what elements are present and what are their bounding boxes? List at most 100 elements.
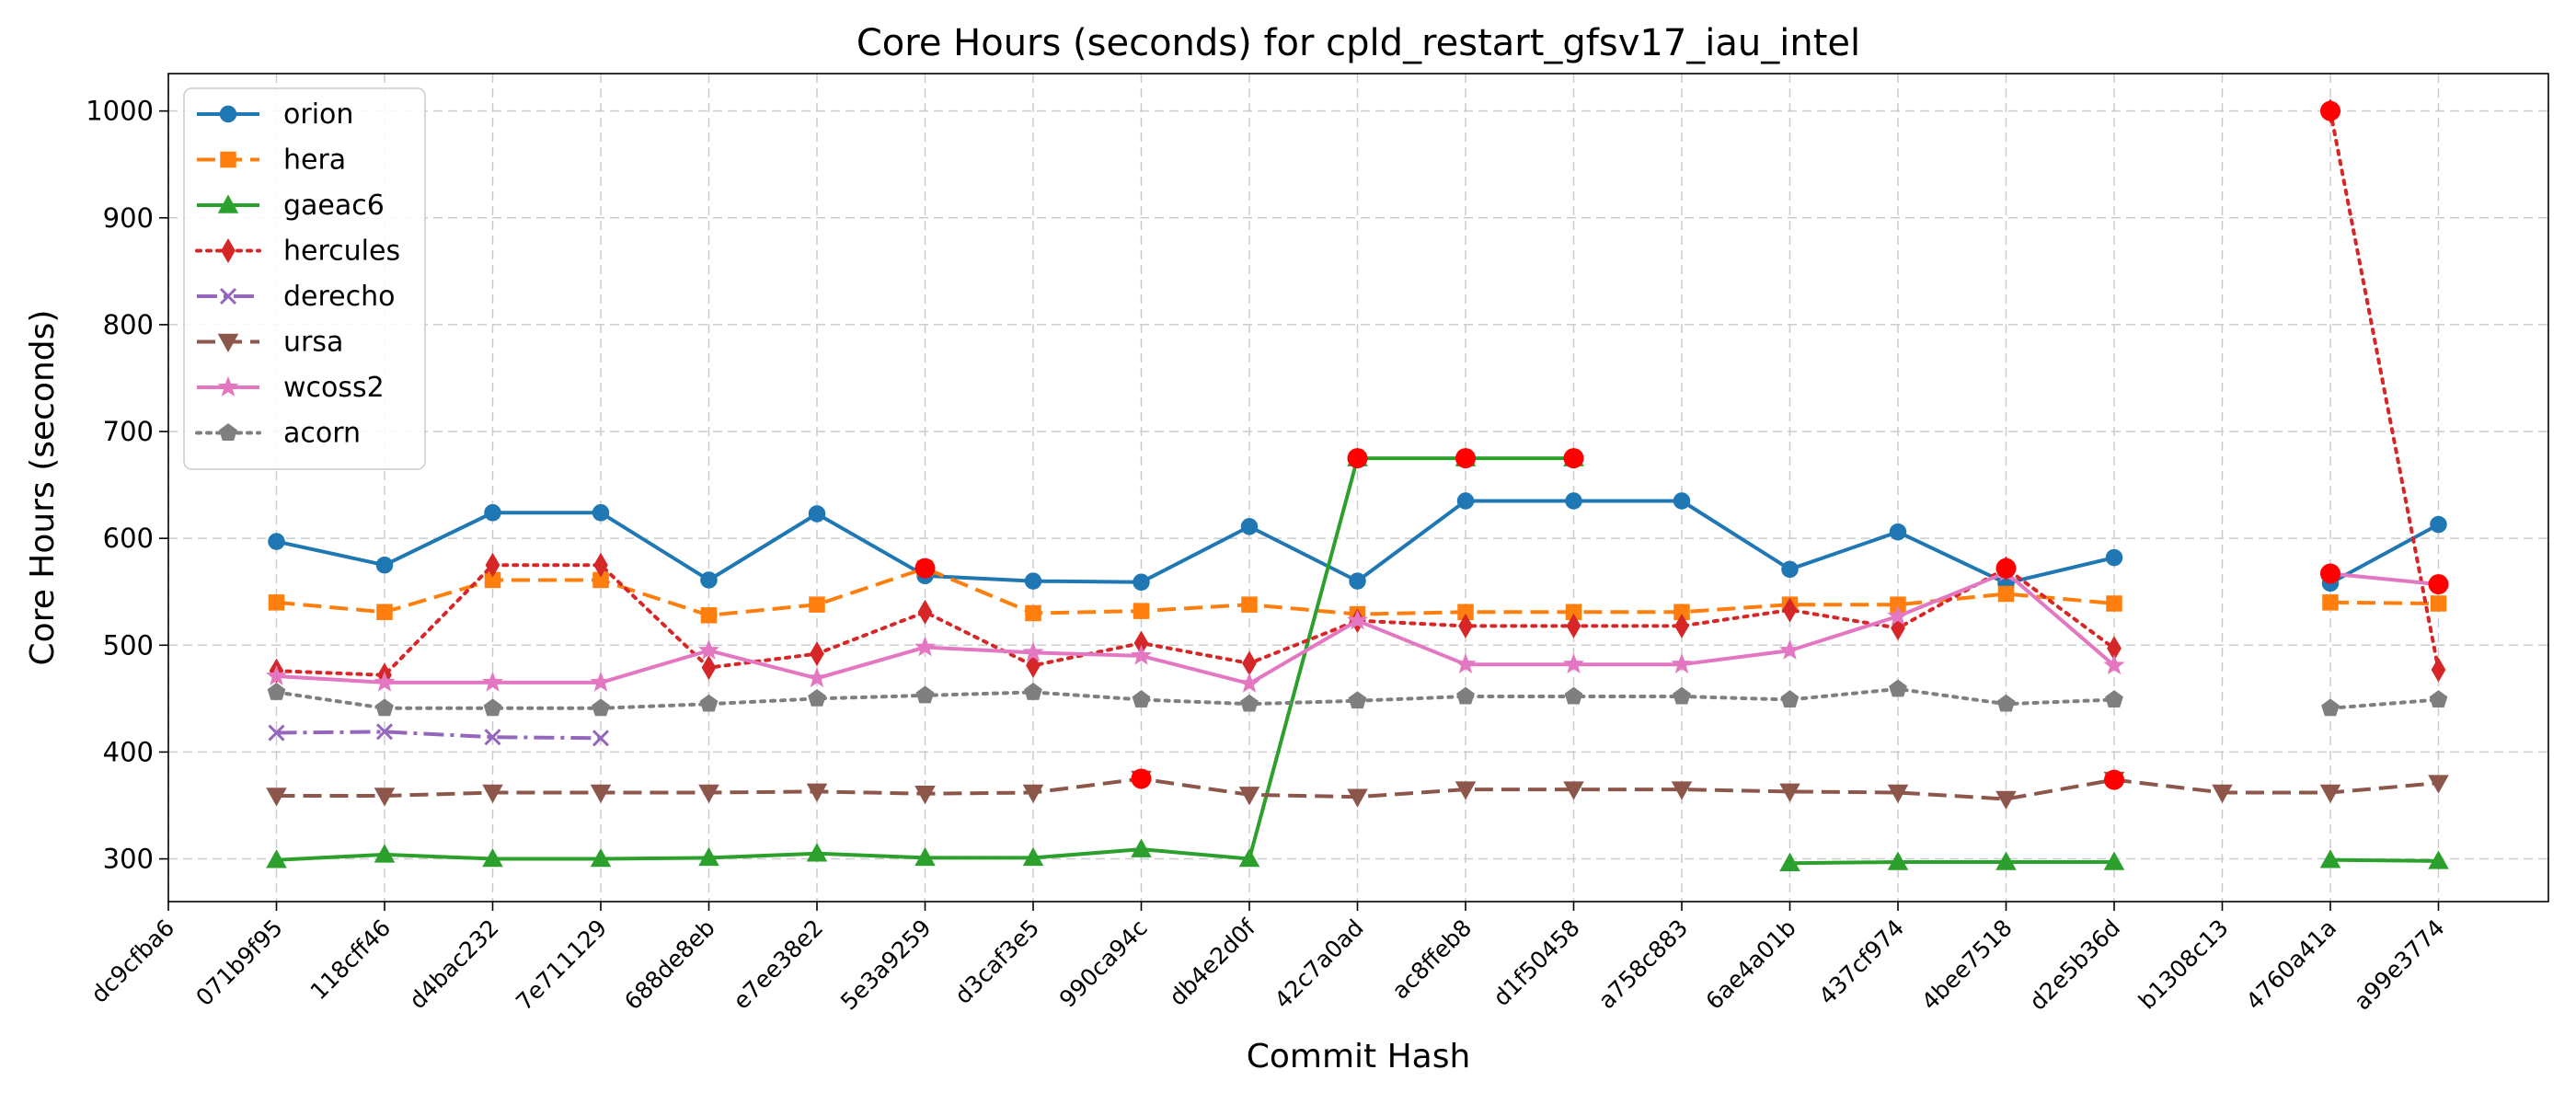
data-point-gaeac6: [1238, 848, 1260, 868]
plot-frame: [167, 73, 2549, 903]
legend-item-hercules: hercules: [195, 236, 400, 268]
data-point-acorn: [699, 694, 719, 712]
data-point-ursa: [1022, 784, 1044, 804]
data-point-acorn: [2105, 690, 2123, 707]
data-point-ursa: [2319, 784, 2341, 804]
data-point-orion: [1889, 523, 1907, 541]
data-point-gaeac6: [266, 849, 287, 868]
data-point-hercules: [1782, 597, 1798, 623]
data-point-orion: [592, 504, 610, 522]
legend-item-derecho: derecho: [197, 281, 396, 313]
series-hera: [268, 559, 2447, 624]
data-point-acorn: [1673, 686, 1691, 705]
data-point-orion: [1456, 492, 1475, 510]
data-point-wcoss2: [590, 671, 612, 692]
legend-marker: [217, 333, 239, 353]
data-point-wcoss2: [2103, 654, 2125, 675]
data-point-ursa: [2212, 784, 2233, 804]
data-point-ursa: [1455, 781, 1477, 800]
data-point-wcoss2: [1346, 609, 1369, 630]
data-point-gaeac6: [1995, 851, 2017, 870]
data-point-hercules: [1458, 613, 1473, 638]
legend-marker: [219, 287, 237, 305]
series-line-gaeac6: [2329, 857, 2439, 863]
data-point-acorn: [1132, 690, 1151, 707]
highlight-layer: [914, 100, 2449, 790]
data-point-acorn: [1348, 691, 1367, 709]
legend-label: acorn: [283, 418, 361, 450]
data-point-ursa: [266, 788, 287, 807]
data-point-wcoss2: [481, 671, 504, 692]
legend-item-ursa: ursa: [197, 327, 343, 359]
data-point-ursa: [374, 788, 396, 807]
series-line-derecho: [276, 730, 602, 741]
data-point-derecho: [592, 730, 610, 747]
data-point-orion: [808, 505, 826, 523]
legend-label: hera: [283, 144, 346, 177]
data-point-hera: [268, 594, 285, 611]
legend-item-gaeac6: gaeac6: [197, 190, 385, 222]
y-tick-label: 1000: [86, 96, 154, 127]
data-point-acorn: [2429, 690, 2448, 707]
series-layer: [265, 98, 2450, 871]
data-point-hercules: [701, 655, 717, 681]
data-point-derecho: [484, 729, 501, 746]
data-point-orion: [1240, 518, 1259, 535]
data-point-ursa: [2428, 775, 2449, 794]
data-point-ursa: [1238, 787, 1260, 806]
data-point-orion: [1133, 573, 1150, 592]
series-line-acorn: [274, 686, 2116, 710]
data-point-acorn: [808, 688, 826, 707]
data-point-wcoss2: [374, 671, 396, 692]
data-point-wcoss2: [1887, 604, 1909, 626]
data-point-hera: [1133, 603, 1150, 619]
data-point-orion: [1673, 492, 1691, 510]
data-point-ursa: [914, 785, 936, 805]
data-point-wcoss2: [265, 664, 288, 685]
data-point-gaeac6: [698, 846, 719, 867]
data-point-wcoss2: [806, 667, 828, 688]
data-point-ursa: [806, 783, 828, 802]
data-point-gaeac6: [590, 848, 612, 868]
data-point-acorn: [267, 682, 286, 700]
y-tick-label: 600: [103, 523, 154, 554]
series-line-hera: [2329, 600, 2439, 605]
data-point-gaeac6: [1779, 852, 1800, 871]
data-point-hera: [1025, 604, 1041, 622]
data-point-wcoss2: [1455, 653, 1477, 674]
y-tick-label: 400: [103, 736, 154, 767]
data-point-gaeac6: [482, 848, 503, 868]
legend-label: gaeac6: [283, 190, 385, 222]
data-point-wcoss2: [914, 636, 937, 657]
data-point-acorn: [1780, 690, 1800, 707]
data-point-hercules: [485, 552, 500, 578]
data-point-ursa: [1887, 784, 1909, 804]
y-tick-label: 800: [103, 309, 154, 340]
data-point-wcoss2: [697, 638, 720, 660]
chart-title: Core Hours (seconds) for cpld_restart_gf…: [857, 22, 1860, 64]
data-point-ursa: [482, 784, 503, 804]
y-axis-label: Core Hours (seconds): [24, 310, 62, 666]
data-point-acorn: [2321, 698, 2340, 717]
legend-label: ursa: [283, 327, 343, 359]
legend-label: hercules: [283, 236, 400, 268]
data-point-orion: [1024, 572, 1042, 590]
data-point-hercules: [917, 599, 933, 625]
data-point-acorn: [592, 698, 610, 717]
series-line-hercules: [2329, 109, 2441, 672]
legend-marker: [217, 375, 239, 397]
legend-marker: [219, 423, 237, 441]
legend-label: derecho: [283, 281, 396, 313]
legend-marker: [219, 105, 237, 123]
series-line-hercules: [274, 563, 2116, 677]
data-point-gaeac6: [374, 844, 396, 863]
data-point-orion: [1781, 560, 1799, 579]
data-point-hercules: [810, 641, 824, 667]
grid: [167, 74, 2548, 902]
data-point-gaeac6: [2428, 850, 2449, 869]
data-point-ursa: [698, 784, 719, 804]
data-point-orion: [268, 533, 285, 550]
series-line-wcoss2: [2329, 571, 2439, 587]
data-point-acorn: [1564, 686, 1583, 705]
